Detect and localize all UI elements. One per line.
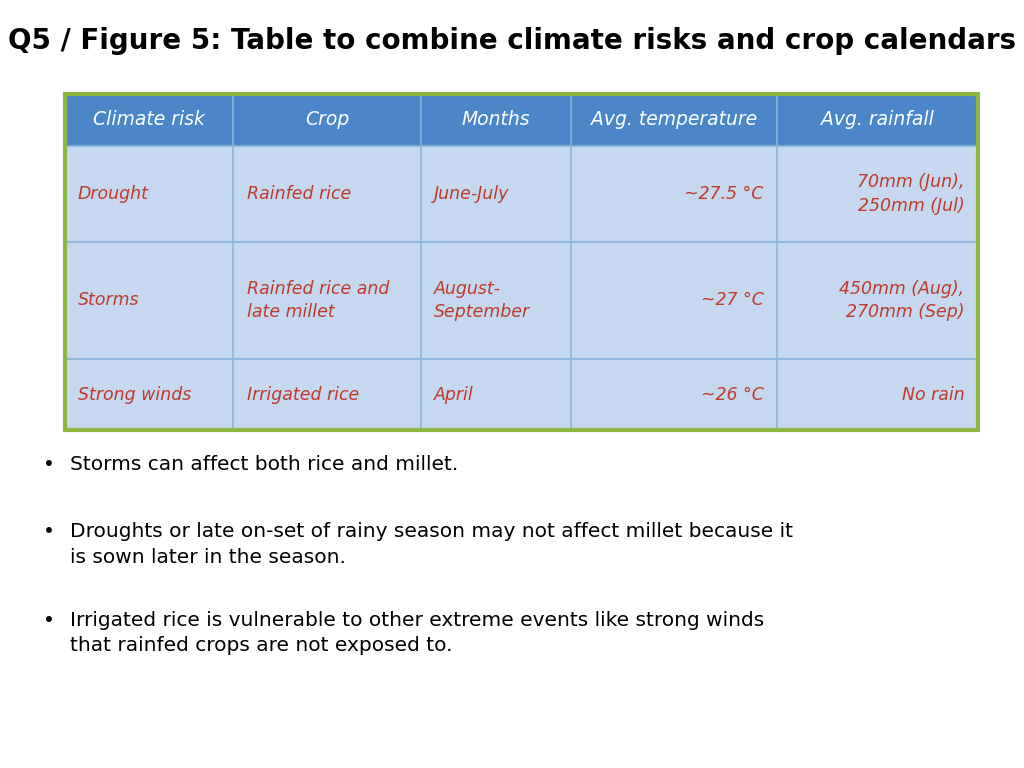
Text: Climate risk: Climate risk — [93, 111, 205, 129]
Text: August-
September: August- September — [434, 280, 530, 321]
Text: Crop: Crop — [305, 111, 349, 129]
Text: April: April — [434, 386, 474, 403]
Text: June-July: June-July — [434, 185, 509, 203]
Text: Rainfed rice: Rainfed rice — [247, 185, 351, 203]
Text: ~26 °C: ~26 °C — [700, 386, 764, 403]
Text: 70mm (Jun),
250mm (Jul): 70mm (Jun), 250mm (Jul) — [857, 173, 965, 214]
Text: Irrigated rice: Irrigated rice — [247, 386, 359, 403]
Text: Avg. temperature: Avg. temperature — [591, 111, 758, 129]
Text: ~27 °C: ~27 °C — [700, 291, 764, 310]
Text: Droughts or late on-set of rainy season may not affect millet because it
is sown: Droughts or late on-set of rainy season … — [70, 522, 793, 567]
Bar — [65, 94, 978, 430]
Bar — [65, 359, 978, 430]
Text: •: • — [43, 522, 55, 541]
Bar — [65, 146, 978, 242]
Text: 450mm (Aug),
270mm (Sep): 450mm (Aug), 270mm (Sep) — [840, 280, 965, 321]
Text: Strong winds: Strong winds — [78, 386, 191, 403]
Text: Storms can affect both rice and millet.: Storms can affect both rice and millet. — [70, 455, 458, 474]
Text: Q5 / Figure 5: Table to combine climate risks and crop calendars: Q5 / Figure 5: Table to combine climate … — [8, 27, 1016, 55]
Text: •: • — [43, 455, 55, 474]
Bar — [65, 94, 978, 146]
Text: ~27.5 °C: ~27.5 °C — [684, 185, 764, 203]
Text: Rainfed rice and
late millet: Rainfed rice and late millet — [247, 280, 389, 321]
Text: Months: Months — [462, 111, 530, 129]
Text: Irrigated rice is vulnerable to other extreme events like strong winds
that rain: Irrigated rice is vulnerable to other ex… — [70, 611, 764, 655]
Text: No rain: No rain — [902, 386, 965, 403]
Text: •: • — [43, 611, 55, 630]
Text: Drought: Drought — [78, 185, 148, 203]
Text: Avg. rainfall: Avg. rainfall — [821, 111, 934, 129]
Bar — [65, 242, 978, 359]
Text: Storms: Storms — [78, 291, 139, 310]
